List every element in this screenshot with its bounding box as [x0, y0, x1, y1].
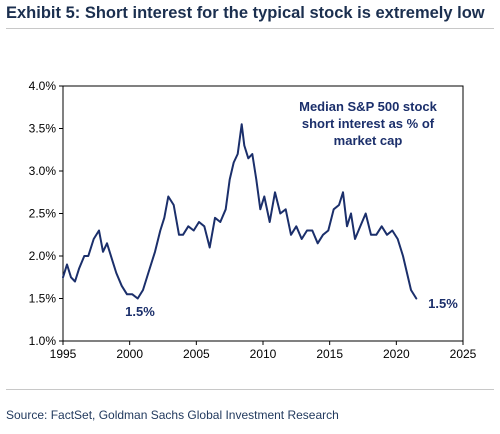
series-layer — [62, 123, 418, 300]
x-tick-label: 2005 — [183, 347, 210, 361]
x-tick-label: 2025 — [450, 347, 477, 361]
x-tick-label: 2010 — [250, 347, 277, 361]
chart-title: Exhibit 5: Short interest for the typica… — [6, 4, 485, 22]
x-tick-label: 1995 — [50, 347, 77, 361]
source-divider — [6, 389, 494, 390]
series-annotation-line-2: short interest as % of — [302, 116, 435, 131]
y-tick-label: 2.5% — [29, 207, 57, 221]
x-tick-label: 2000 — [116, 347, 143, 361]
source-note: Source: FactSet, Goldman Sachs Global In… — [6, 408, 339, 422]
y-tick-label: 2.0% — [29, 249, 57, 263]
y-tick-label: 3.5% — [29, 122, 57, 136]
y-tick-label: 1.0% — [29, 334, 57, 348]
x-tick-label: 2015 — [316, 347, 343, 361]
y-tick-label: 3.0% — [29, 164, 57, 178]
x-axis: 1995 2000 2005 2010 2015 2020 2025 — [50, 341, 477, 361]
y-tick-label: 1.5% — [29, 292, 57, 306]
low-2000-label: 1.5% — [125, 304, 155, 319]
low-2021-label: 1.5% — [428, 296, 458, 311]
series-annotation-line-1: Median S&P 500 stock — [299, 99, 438, 114]
series-annotation-line-3: market cap — [334, 133, 403, 148]
series-line — [62, 123, 418, 300]
x-tick-label: 2020 — [383, 347, 410, 361]
title-divider — [6, 28, 494, 29]
y-tick-label: 4.0% — [29, 79, 57, 93]
y-axis: 1.0% 1.5% 2.0% 2.5% 3.0% 3.5% 4.0% — [29, 79, 63, 348]
